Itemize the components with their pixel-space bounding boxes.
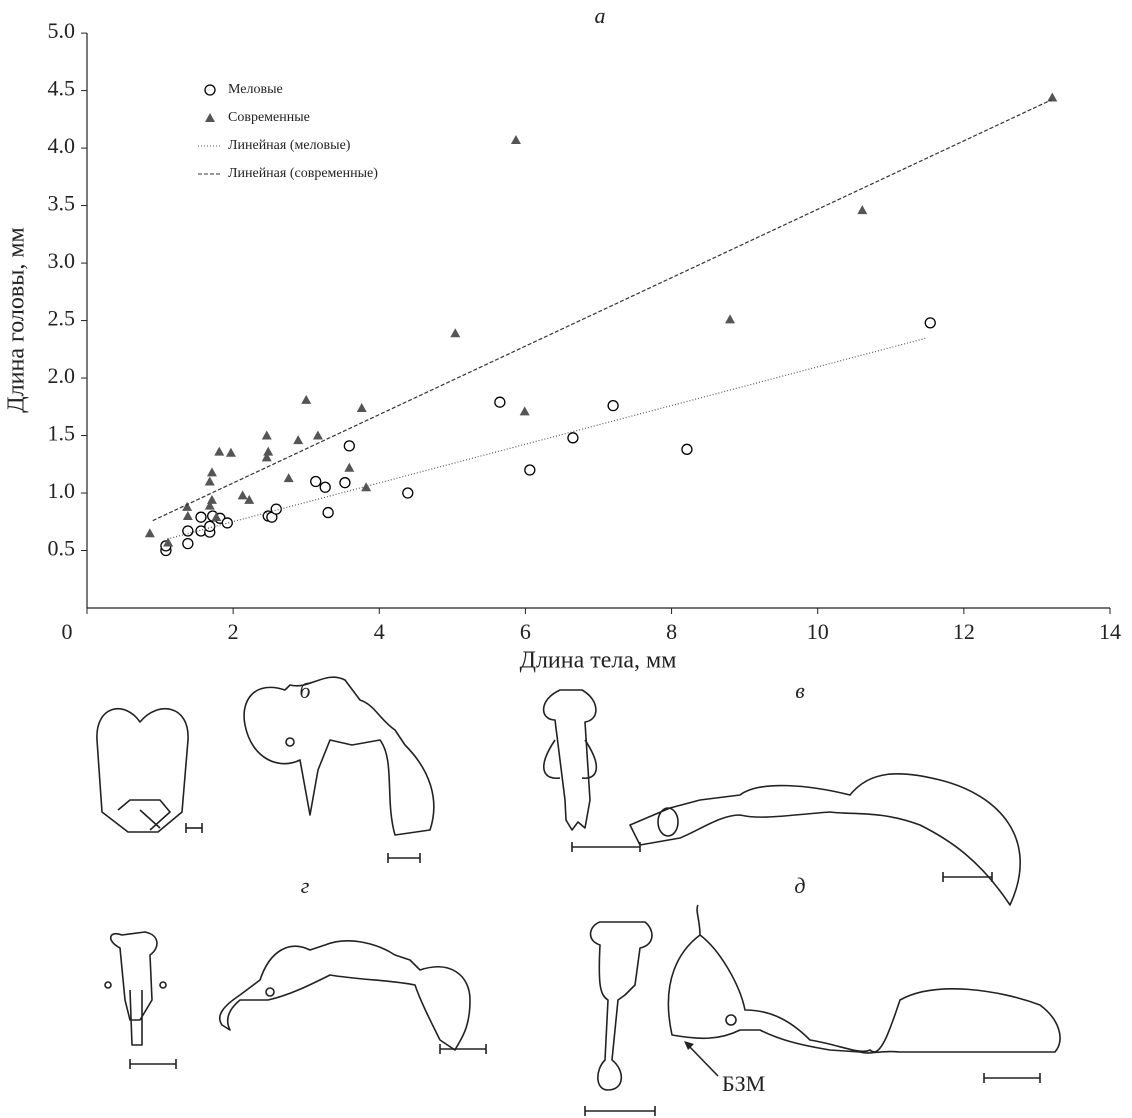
triangle-point	[344, 462, 355, 472]
circle-point	[204, 520, 216, 533]
trend-line	[152, 99, 1052, 522]
y-tick-label: 2.5	[48, 306, 76, 331]
y-tick-label: 4.0	[48, 133, 76, 158]
triangle-point	[1047, 92, 1058, 102]
drawings	[96, 676, 1061, 1091]
y-tick-label: 3.5	[48, 191, 76, 216]
legend-label: Линейная (современные)	[228, 166, 378, 181]
circle-point	[221, 517, 233, 529]
x-axis-label: Длина тела, мм	[520, 648, 677, 674]
circle-point	[681, 443, 693, 455]
panel-label: д	[794, 873, 805, 898]
x-tick-label: 0	[62, 619, 73, 644]
triangle-point	[857, 205, 868, 215]
circle-point	[339, 477, 351, 489]
triangle-point	[205, 113, 215, 122]
y-tick-label: 1.0	[48, 478, 76, 503]
y-tick-label: 1.5	[48, 421, 76, 446]
circle-point	[182, 525, 194, 537]
circle-point	[322, 506, 334, 519]
triangle-point	[361, 482, 372, 492]
triangle-point	[237, 490, 248, 500]
triangle-point	[206, 494, 217, 504]
triangle-point	[214, 446, 225, 456]
x-tick-label: 10	[807, 619, 829, 644]
triangle-point	[450, 328, 461, 338]
y-tick-label: 3.0	[48, 248, 76, 273]
y-tick-label: 0.5	[48, 536, 76, 561]
chart-title: а	[595, 3, 606, 28]
circle-point	[607, 399, 619, 412]
x-tick-label: 2	[228, 619, 239, 644]
triangle-point	[244, 494, 255, 504]
circle-point	[270, 503, 282, 515]
triangle-point	[283, 473, 294, 483]
triangle-point	[519, 406, 530, 416]
triangle-point	[261, 430, 272, 440]
x-tick-label: 14	[1099, 619, 1121, 644]
triangle-point	[204, 476, 215, 486]
circle-point	[204, 84, 216, 96]
arrow-head	[684, 1041, 694, 1050]
panel-label: г	[301, 873, 310, 898]
triangle-point	[356, 402, 367, 412]
x-tick-label: 4	[374, 619, 385, 644]
triangle-point	[206, 467, 217, 477]
triangle-point	[312, 430, 323, 440]
x-tick-label: 8	[666, 619, 677, 644]
y-tick-label: 2.0	[48, 363, 76, 388]
circle-point	[343, 440, 355, 452]
circle-point	[319, 481, 331, 493]
x-tick-label: 12	[953, 619, 975, 644]
panel-label: б	[299, 678, 311, 703]
triangle-point	[211, 512, 222, 522]
legend-label: Меловые	[228, 82, 283, 97]
circle-point	[924, 317, 936, 329]
circle-point	[195, 511, 207, 523]
circle-point	[567, 432, 579, 444]
triangle-point	[163, 537, 174, 547]
legend-label: Современные	[228, 110, 310, 125]
panel-label: в	[795, 678, 805, 703]
triangle-point	[225, 447, 236, 457]
scale-bars	[129, 823, 1041, 1116]
circle-point	[524, 464, 536, 476]
triangle-point	[261, 452, 272, 462]
circle-point	[310, 475, 322, 488]
triangle-point	[182, 511, 193, 521]
triangle-point	[510, 135, 521, 145]
annotation-arrow	[685, 1042, 719, 1077]
triangle-point	[725, 314, 736, 324]
annotation: БЗМ	[722, 1071, 765, 1096]
y-tick-label: 5.0	[48, 18, 76, 43]
legend-label: Линейная (меловые)	[228, 138, 351, 153]
trend-line	[167, 337, 928, 540]
triangle-point	[182, 501, 193, 511]
circle-point	[182, 537, 194, 550]
circle-point	[402, 487, 414, 499]
triangle-point	[301, 394, 312, 404]
triangle-point	[263, 446, 274, 456]
circle-point	[494, 396, 506, 408]
triangle-point	[204, 500, 215, 510]
y-axis-label: Длина головы, мм	[4, 227, 30, 412]
y-tick-label: 4.5	[48, 76, 76, 101]
x-tick-label: 6	[520, 619, 531, 644]
triangle-point	[144, 528, 155, 538]
triangle-point	[293, 435, 304, 445]
